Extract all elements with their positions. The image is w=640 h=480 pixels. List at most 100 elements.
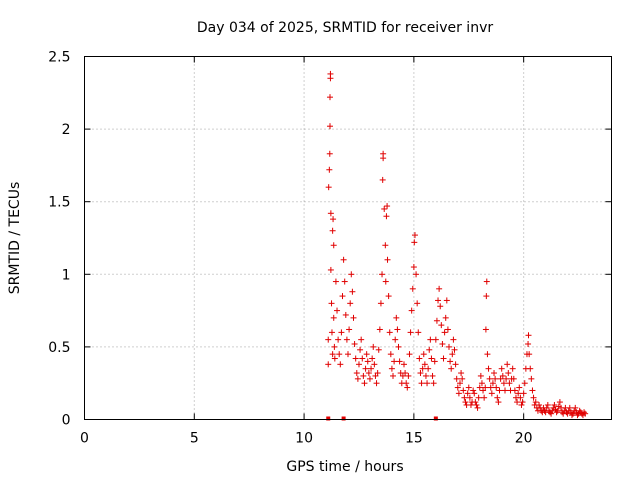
data-point bbox=[360, 372, 367, 379]
data-point bbox=[482, 384, 489, 391]
data-point bbox=[511, 387, 518, 394]
data-point bbox=[509, 365, 516, 372]
grid-lines bbox=[84, 56, 612, 420]
data-point bbox=[338, 329, 345, 336]
data-point bbox=[355, 361, 362, 368]
data-point bbox=[345, 351, 351, 358]
data-point bbox=[362, 365, 369, 372]
data-point bbox=[466, 394, 473, 401]
data-point bbox=[325, 336, 332, 343]
data-point bbox=[407, 329, 414, 336]
data-points bbox=[325, 70, 589, 421]
data-point bbox=[330, 314, 337, 321]
data-point bbox=[526, 351, 533, 358]
data-point bbox=[349, 288, 356, 295]
data-point bbox=[416, 355, 423, 362]
baseline-marker bbox=[433, 416, 438, 421]
data-point bbox=[525, 340, 532, 347]
data-point bbox=[488, 390, 495, 397]
data-point bbox=[326, 94, 333, 101]
data-point bbox=[432, 336, 439, 343]
data-point bbox=[413, 271, 420, 278]
data-point bbox=[368, 365, 375, 372]
data-point bbox=[340, 256, 347, 263]
data-point bbox=[570, 410, 577, 417]
data-point bbox=[326, 150, 333, 157]
data-point bbox=[371, 361, 378, 368]
data-point bbox=[455, 390, 462, 397]
data-point bbox=[337, 361, 344, 368]
data-point bbox=[514, 399, 521, 406]
data-point bbox=[326, 123, 333, 130]
data-point bbox=[521, 380, 528, 387]
data-point bbox=[475, 394, 482, 401]
data-point bbox=[473, 401, 480, 408]
data-point bbox=[498, 365, 505, 372]
data-point bbox=[369, 355, 376, 362]
data-point bbox=[351, 340, 358, 347]
data-point bbox=[384, 256, 391, 263]
data-point bbox=[492, 375, 499, 382]
x-tick-label: 20 bbox=[515, 431, 533, 447]
data-point bbox=[383, 213, 390, 220]
data-point bbox=[426, 346, 433, 353]
data-point bbox=[429, 372, 436, 379]
data-point bbox=[470, 387, 477, 394]
data-point bbox=[496, 387, 503, 394]
data-point bbox=[327, 266, 334, 273]
axis-ticks bbox=[84, 56, 612, 420]
data-point bbox=[410, 264, 417, 271]
data-point bbox=[529, 387, 536, 394]
y-tick-label: 2.5 bbox=[48, 50, 70, 66]
data-point bbox=[503, 375, 510, 382]
data-point bbox=[325, 361, 332, 368]
data-point bbox=[352, 355, 359, 362]
data-point bbox=[417, 370, 424, 377]
data-point bbox=[528, 375, 535, 382]
data-point bbox=[370, 343, 377, 350]
y-tick-label: 0 bbox=[62, 413, 71, 429]
data-point bbox=[329, 227, 336, 234]
data-point bbox=[392, 336, 399, 343]
data-point bbox=[446, 343, 453, 350]
data-point bbox=[414, 300, 421, 307]
data-point bbox=[483, 278, 490, 285]
x-tick-labels: 0 5 10 15 20 bbox=[80, 431, 533, 447]
data-point bbox=[582, 410, 589, 417]
data-point bbox=[422, 372, 429, 379]
data-point bbox=[493, 384, 500, 391]
data-point bbox=[394, 326, 401, 333]
data-point bbox=[484, 351, 491, 358]
data-point bbox=[382, 278, 389, 285]
data-point bbox=[408, 307, 415, 314]
data-point bbox=[379, 176, 386, 183]
data-point bbox=[347, 300, 354, 307]
data-point bbox=[549, 407, 556, 414]
data-point bbox=[363, 351, 370, 358]
x-tick-label: 10 bbox=[295, 431, 313, 447]
data-point bbox=[467, 401, 474, 408]
data-point bbox=[506, 380, 513, 387]
data-point bbox=[481, 394, 488, 401]
data-point bbox=[354, 375, 361, 382]
data-point bbox=[353, 370, 360, 377]
data-point bbox=[478, 380, 485, 387]
data-point bbox=[451, 346, 458, 353]
data-point bbox=[574, 412, 581, 419]
data-point bbox=[364, 358, 371, 365]
data-point bbox=[365, 370, 372, 377]
chart-title: Day 034 of 2025, SRMTID for receiver inv… bbox=[197, 20, 493, 36]
data-point bbox=[551, 401, 558, 408]
data-point bbox=[566, 404, 573, 411]
data-point bbox=[504, 361, 511, 368]
data-point bbox=[366, 375, 373, 382]
data-point bbox=[421, 361, 428, 368]
data-point bbox=[450, 336, 457, 343]
data-point bbox=[346, 326, 353, 333]
data-point bbox=[462, 399, 469, 406]
data-point bbox=[418, 380, 425, 387]
data-point bbox=[329, 351, 336, 358]
data-point bbox=[427, 336, 434, 343]
data-point bbox=[581, 409, 588, 416]
